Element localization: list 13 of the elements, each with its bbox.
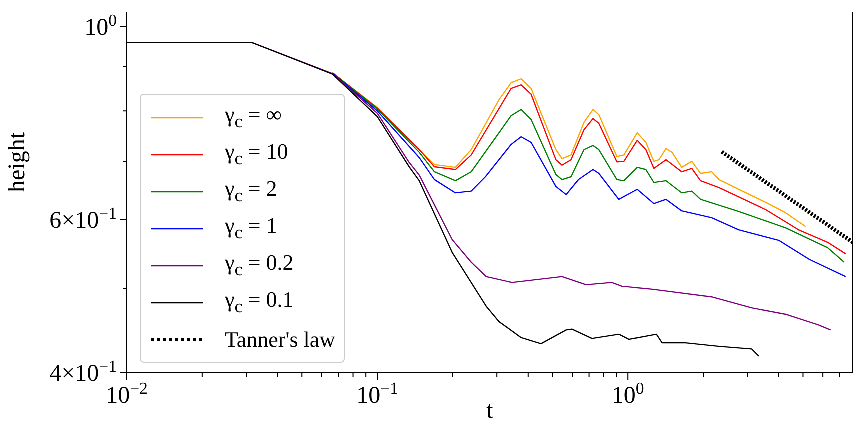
legend-label: γ$_{c}$ = 1	[225, 213, 278, 244]
legend-label: γ$_{c}$ = ∞	[225, 102, 282, 133]
legend-label: γ$_{c}$ = 10	[225, 139, 288, 170]
legend-label: Tanner's law	[225, 326, 336, 352]
legend-label: γ$_{c}$ = 2	[225, 176, 278, 207]
y-tick-label: 6×10$^{−1}$	[50, 203, 117, 234]
x-axis-title: t	[486, 398, 494, 422]
legend-label: γ$_{c}$ = 0.1	[225, 287, 294, 318]
y-axis-title: height	[4, 132, 31, 192]
x-tick-label: 10$^{−1}$	[356, 378, 398, 409]
legend-label: γ$_{c}$ = 0.2	[225, 250, 294, 281]
y-tick-label: 10$^{0}$	[84, 10, 117, 41]
x-tick-label: 10$^{0}$	[612, 378, 644, 409]
